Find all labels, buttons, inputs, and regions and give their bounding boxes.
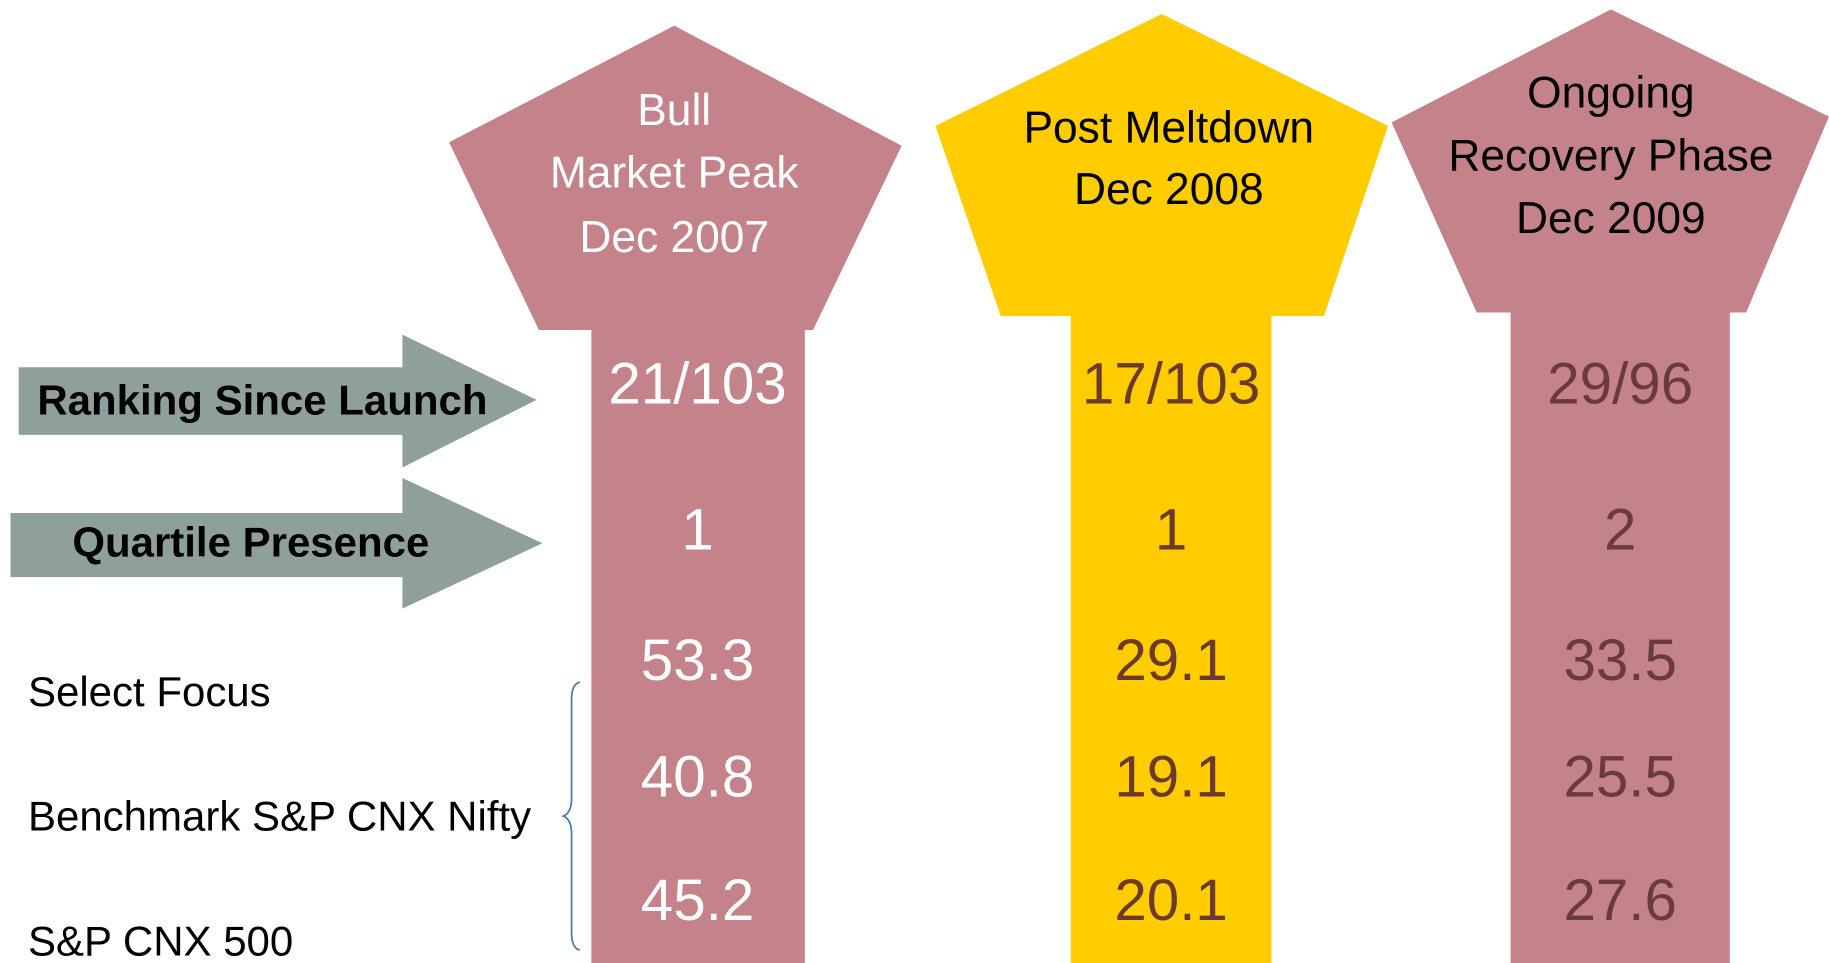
row-label: S&P CNX 500	[28, 917, 293, 963]
column-arrow	[935, 13, 1389, 963]
cell-value: 19.1	[1114, 745, 1227, 810]
column-arrow	[449, 25, 902, 963]
cell-value: 1	[681, 497, 713, 562]
arrow-label: Ranking Since Launch	[37, 376, 487, 423]
column-header: Recovery Phase	[1448, 131, 1773, 180]
cell-value: 25.5	[1563, 745, 1676, 810]
column-header: Bull	[637, 86, 711, 135]
column-header: Post Meltdown	[1023, 103, 1314, 152]
cell-value: 17/103	[1082, 352, 1260, 417]
row-label: Benchmark S&P CNX Nifty	[28, 793, 531, 840]
column-header: Dec 2007	[579, 213, 769, 262]
arrow-label: Quartile Presence	[72, 519, 429, 566]
cell-value: 1	[1155, 497, 1187, 562]
row-label: Select Focus	[28, 668, 271, 715]
row-arrow	[18, 334, 537, 468]
cell-value: 29.1	[1114, 628, 1227, 693]
column-texts: Bull Market Peak Dec 2007 21/103 1 53.3 40.8 45…	[550, 68, 1774, 933]
cell-value: 40.8	[641, 745, 754, 810]
column-header: Dec 2008	[1074, 165, 1264, 214]
cell-value: 29/96	[1547, 352, 1693, 417]
cell-value: 21/103	[608, 352, 786, 417]
brace	[561, 681, 581, 952]
cell-value: 27.6	[1563, 868, 1676, 933]
column-header: Market Peak	[550, 149, 800, 198]
column-arrow	[1391, 9, 1829, 963]
row-arrow	[10, 478, 543, 609]
cell-value: 53.3	[641, 628, 754, 693]
cell-value: 45.2	[641, 868, 754, 933]
column-header: Ongoing	[1527, 68, 1695, 117]
cell-value: 20.1	[1114, 868, 1227, 933]
cell-value: 2	[1604, 497, 1636, 562]
cell-value: 33.5	[1563, 628, 1676, 693]
column-header: Dec 2009	[1516, 194, 1706, 243]
